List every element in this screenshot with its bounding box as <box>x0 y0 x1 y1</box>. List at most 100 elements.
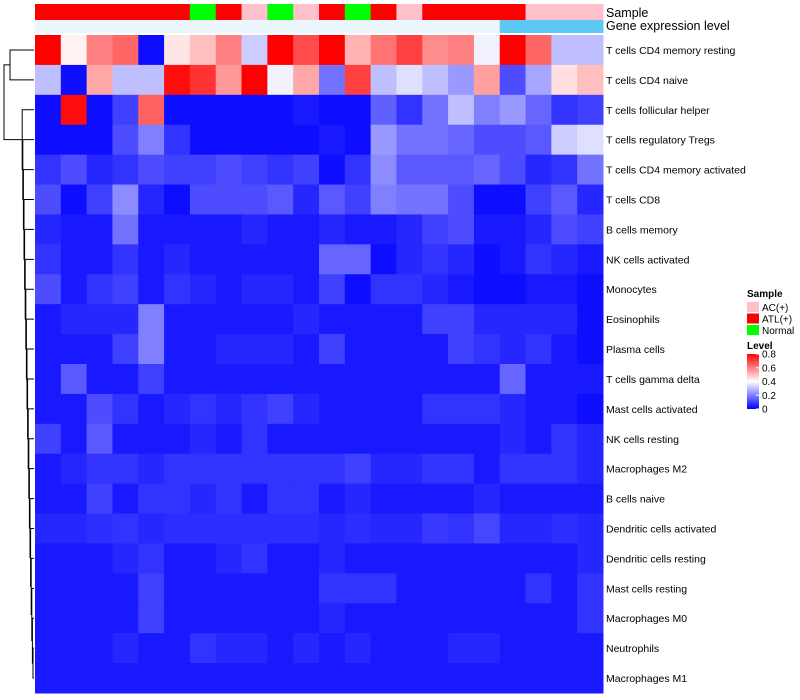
heatmap-cell <box>138 274 165 305</box>
heatmap-cell <box>525 393 552 425</box>
heatmap-cell <box>448 543 475 574</box>
heatmap-cell <box>396 334 423 365</box>
heatmap-cell <box>370 94 397 126</box>
heatmap-cell <box>86 94 113 126</box>
heatmap-cell <box>448 304 475 335</box>
heatmap-cell <box>35 483 62 515</box>
heatmap-cell <box>112 334 139 365</box>
heatmap-cell <box>319 124 346 156</box>
heatmap-cell <box>35 364 62 395</box>
heatmap-cell <box>319 154 346 186</box>
annotation-cell <box>344 20 372 33</box>
heatmap-cell <box>551 35 578 66</box>
heatmap-cell <box>267 334 294 365</box>
heatmap-cell <box>164 304 191 335</box>
annotation-cell <box>138 4 165 20</box>
heatmap-cell <box>35 393 62 425</box>
heatmap-cell <box>422 274 449 305</box>
heatmap-cell <box>86 214 113 245</box>
heatmap-cell <box>344 543 372 574</box>
heatmap-cell <box>448 94 475 126</box>
heatmap-cell <box>164 663 191 694</box>
heatmap-cell <box>473 483 501 515</box>
heatmap-cell <box>112 64 139 96</box>
row-label: T cells follicular helper <box>606 105 710 117</box>
heatmap-cell <box>293 154 320 186</box>
heatmap-cell <box>577 304 604 335</box>
row-label: Mast cells activated <box>606 404 698 416</box>
heatmap-cell <box>473 603 501 634</box>
heatmap-cell <box>164 124 191 156</box>
heatmap-cell <box>448 483 475 515</box>
heatmap-cell <box>164 633 191 664</box>
heatmap-cell <box>86 513 113 544</box>
heatmap-cell <box>577 543 604 574</box>
color-scale-tick-label: 0.2 <box>762 391 776 402</box>
heatmap-cell <box>60 154 88 186</box>
row-label: T cells CD4 memory resting <box>606 45 735 57</box>
heatmap-cell <box>86 334 113 365</box>
annotation-cell <box>499 20 527 33</box>
heatmap-cell <box>577 453 604 485</box>
heatmap-cell <box>267 603 294 634</box>
heatmap-cell <box>577 513 604 544</box>
legend-label: Normal <box>762 326 794 337</box>
heatmap-cell <box>319 483 346 515</box>
row-label: Mast cells resting <box>606 583 687 595</box>
heatmap-cell <box>499 334 527 365</box>
heatmap-cell <box>138 184 165 215</box>
heatmap-cell <box>499 513 527 544</box>
annotation-cell <box>473 4 501 20</box>
heatmap-cell <box>396 393 423 425</box>
heatmap-cell <box>499 94 527 126</box>
heatmap-cell <box>396 94 423 126</box>
annotation-cell <box>448 20 475 33</box>
heatmap-cell <box>138 334 165 365</box>
heatmap-cell <box>215 364 243 395</box>
heatmap-cell <box>448 244 475 275</box>
heatmap-cell <box>344 184 372 215</box>
heatmap-cell <box>60 603 88 634</box>
annotation-cell <box>525 4 552 20</box>
heatmap-cell <box>35 663 62 694</box>
heatmap-cell <box>293 573 320 604</box>
dendrogram-branch <box>9 49 34 81</box>
heatmap-cell <box>344 573 372 604</box>
heatmap-cell <box>370 274 397 305</box>
heatmap-cell <box>86 124 113 156</box>
heatmap-cell <box>215 483 243 515</box>
heatmap-cell <box>396 453 423 485</box>
heatmap-cell <box>138 304 165 335</box>
annotation-cell <box>319 4 346 20</box>
annotation-cell <box>138 20 165 33</box>
heatmap-cell <box>267 663 294 694</box>
row-dendrogram <box>3 49 34 679</box>
heatmap-cell <box>577 124 604 156</box>
heatmap-cell <box>499 663 527 694</box>
heatmap-cell <box>422 184 449 215</box>
heatmap-cell <box>241 513 268 544</box>
heatmap-cell <box>344 274 372 305</box>
heatmap-cell <box>525 94 552 126</box>
row-labels: T cells CD4 memory resting T cells CD4 na… <box>606 45 746 685</box>
heatmap-cell <box>60 334 88 365</box>
heatmap-cell <box>499 244 527 275</box>
heatmap-cell <box>138 364 165 395</box>
annotation-cell <box>215 20 243 33</box>
heatmap-cell <box>60 633 88 664</box>
heatmap-cell <box>112 35 139 66</box>
heatmap-cell <box>215 513 243 544</box>
heatmap-cell <box>215 543 243 574</box>
heatmap-cell <box>35 633 62 664</box>
heatmap-cell <box>267 423 294 455</box>
heatmap-cell <box>551 543 578 574</box>
heatmap-cell <box>370 423 397 455</box>
heatmap-cell <box>344 64 372 96</box>
heatmap-cell <box>60 483 88 515</box>
heatmap-cell <box>267 214 294 245</box>
row-label: Macrophages M2 <box>606 464 687 476</box>
heatmap-cell <box>551 364 578 395</box>
heatmap-cell <box>189 304 217 335</box>
heatmap-cell <box>551 483 578 515</box>
heatmap-cells <box>35 35 604 694</box>
